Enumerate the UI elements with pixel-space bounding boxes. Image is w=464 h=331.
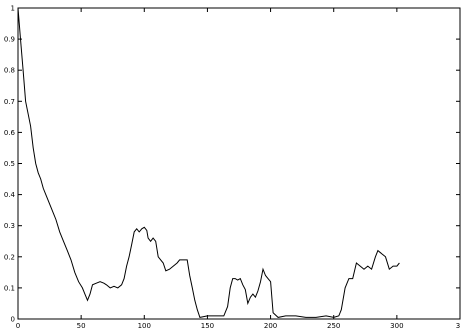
y-tick-label: 0.2	[4, 253, 15, 261]
x-tick-label: 250	[327, 322, 340, 330]
y-tick-label: 1	[11, 5, 15, 13]
y-tick-label: 0.3	[4, 222, 15, 230]
y-tick-label: 0.6	[4, 129, 16, 137]
x-tick-label: 3	[456, 322, 460, 330]
y-tick-label: 0.4	[4, 191, 16, 199]
x-tick-label: 50	[77, 322, 86, 330]
x-axis: 0 50 100 150 200 250 300 3	[16, 8, 461, 330]
y-tick-label: 0.5	[4, 160, 15, 168]
x-tick-label: 300	[390, 322, 403, 330]
y-axis: 0 0.1 0.2 0.3 0.4 0.5 0.6 0.7 0.8 0.9 1	[4, 5, 460, 324]
x-tick-label: 0	[16, 322, 20, 330]
x-tick-label: 100	[138, 322, 151, 330]
y-tick-label: 0.9	[4, 36, 15, 44]
y-tick-label: 0.8	[4, 67, 15, 75]
x-tick-label: 150	[201, 322, 214, 330]
x-tick-label: 200	[264, 322, 277, 330]
y-tick-label: 0.1	[4, 284, 15, 292]
y-tick-label: 0	[11, 316, 15, 324]
y-tick-label: 0.7	[4, 98, 15, 106]
plot-area-frame	[17, 7, 461, 320]
series-line	[17, 7, 400, 318]
